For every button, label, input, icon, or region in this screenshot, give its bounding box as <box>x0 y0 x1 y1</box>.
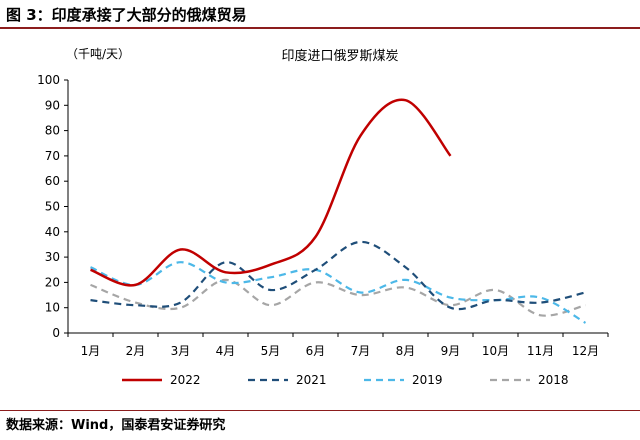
y-tick-label: 80 <box>45 124 60 138</box>
source-note: 数据来源：Wind，国泰君安证券研究 <box>6 418 226 433</box>
legend-label-2021: 2021 <box>296 373 327 387</box>
x-tick-label: 1月 <box>81 344 101 358</box>
x-tick-label: 6月 <box>306 344 326 358</box>
x-tick-label: 8月 <box>396 344 416 358</box>
x-tick-label: 11月 <box>527 344 554 358</box>
series-2018-line <box>90 278 586 317</box>
axes: 0 10 20 30 40 50 60 70 80 90 100 1月 2月 3月 4月 5月 6月 7月 8月 9月… <box>37 73 609 358</box>
y-tick-label: 60 <box>45 174 60 188</box>
series-layer <box>90 98 587 324</box>
y-tick-label: 100 <box>37 73 60 87</box>
x-tick-label: 12月 <box>572 344 599 358</box>
legend: 2022 2021 2019 2018 <box>122 373 569 387</box>
figure-title: 图 3：印度承接了大部分的俄煤贸易 <box>6 6 247 24</box>
series-2019-line <box>90 261 587 324</box>
y-tick-label: 50 <box>45 200 60 214</box>
y-axis-label: （千吨/天） <box>66 47 130 61</box>
x-tick-label: 4月 <box>216 344 236 358</box>
top-divider <box>0 27 640 29</box>
y-tick-label: 40 <box>45 225 60 239</box>
x-tick-label: 7月 <box>351 344 371 358</box>
y-tick-label: 90 <box>45 98 60 112</box>
y-tick-label: 70 <box>45 149 60 163</box>
y-tick-label: 0 <box>52 326 60 340</box>
y-tick-label: 30 <box>45 250 60 264</box>
legend-label-2022: 2022 <box>170 373 201 387</box>
x-tick-label: 5月 <box>261 344 281 358</box>
series-2022-line <box>90 98 452 287</box>
bottom-divider <box>0 410 640 411</box>
y-tick-label: 20 <box>45 275 60 289</box>
x-tick-label: 3月 <box>171 344 191 358</box>
legend-label-2019: 2019 <box>412 373 443 387</box>
series-2021-line <box>90 240 586 311</box>
legend-label-2018: 2018 <box>538 373 569 387</box>
x-tick-label: 2月 <box>126 344 146 358</box>
x-tick-label: 9月 <box>441 344 461 358</box>
line-chart: 印度进口俄罗斯煤炭 （千吨/天） 0 10 20 30 40 50 60 70 80 90 100 1… <box>37 47 609 387</box>
x-tick-label: 10月 <box>482 344 509 358</box>
y-tick-label: 10 <box>45 301 60 315</box>
chart-title: 印度进口俄罗斯煤炭 <box>281 48 398 64</box>
